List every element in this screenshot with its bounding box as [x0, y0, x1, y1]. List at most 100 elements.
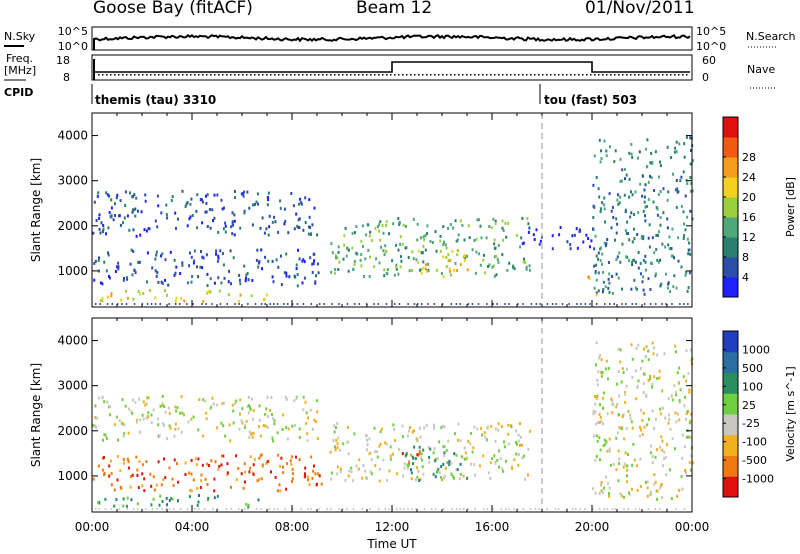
power-echo-cell [593, 264, 596, 268]
ground-echo-cell [433, 303, 436, 305]
power-echo-cell [617, 276, 620, 280]
power-echo-cell [314, 280, 317, 284]
power-echo-cell [184, 205, 187, 208]
power-echo-cell [559, 226, 562, 229]
nave-dot [610, 74, 612, 76]
power-echo-cell [674, 188, 677, 192]
velocity-echo-cell [599, 458, 601, 462]
velocity-echo-cell [470, 462, 472, 466]
velocity-echo-cell [605, 475, 608, 479]
velocity-echo-cell [183, 413, 185, 417]
ground-echo-cell [310, 508, 312, 510]
ground-echo-cell [679, 303, 681, 305]
velocity-echo-cell [428, 455, 431, 459]
ground-echo-cell [254, 303, 257, 305]
power-echo-cell [217, 254, 220, 258]
power-echo-cell [248, 206, 251, 210]
ground-echo-cell [133, 303, 136, 305]
nave-dot [298, 74, 300, 76]
power-echo-cell [579, 228, 581, 232]
power-echo-cell [221, 207, 224, 211]
velocity-echo-cell [403, 466, 406, 470]
power-echo-cell [304, 221, 307, 224]
velocity-echo-cell [247, 395, 250, 399]
power-echo-cell [650, 261, 652, 265]
velocity-echo-cell [653, 375, 656, 379]
velocity-echo-cell [320, 482, 323, 486]
velocity-echo-cell [669, 468, 671, 472]
ground-echo-cell [407, 508, 409, 510]
power-echo-cell [445, 255, 448, 259]
velocity-echo-cell [174, 422, 177, 426]
velocity-echo-cell [152, 475, 155, 479]
colorbar-label: Velocity [m s^-1] [784, 366, 797, 461]
nave-dot [574, 74, 576, 76]
velocity-echo-cell [369, 469, 372, 473]
velocity-echo-cell [607, 366, 610, 370]
velocity-echo-cell [524, 477, 526, 481]
power-echo-cell [493, 238, 496, 242]
ground-echo-cell [647, 508, 650, 510]
power-echo-cell [201, 221, 204, 225]
velocity-echo-cell [402, 474, 405, 478]
velocity-echo-cell [626, 468, 629, 472]
velocity-echo-cell [168, 424, 171, 428]
velocity-echo-cell [97, 464, 100, 468]
nave-dot [334, 74, 336, 76]
power-echo-cell [488, 263, 491, 267]
power-echo-cell [656, 258, 659, 262]
velocity-echo-cell [661, 406, 664, 410]
velocity-echo-cell [443, 476, 445, 480]
power-echo-cell [131, 208, 134, 212]
velocity-echo-cell [412, 462, 415, 466]
power-echo-cell [631, 263, 634, 266]
velocity-echo-cell [122, 434, 125, 438]
power-echo-cell [307, 232, 310, 236]
power-echo-cell [255, 258, 258, 262]
velocity-echo-cell [384, 441, 387, 445]
velocity-echo-cell [448, 463, 451, 467]
nave-dot [226, 74, 228, 76]
velocity-echo-cell [252, 431, 255, 435]
velocity-echo-cell [177, 427, 180, 431]
velocity-echo-cell [259, 434, 262, 438]
nave-dot [250, 74, 252, 76]
nave-dot [386, 74, 388, 76]
velocity-echo-cell [604, 442, 607, 446]
nave-dot [394, 74, 396, 76]
power-echo-cell [659, 190, 662, 193]
power-echo-cell [522, 260, 525, 264]
velocity-echo-cell [215, 403, 218, 407]
power-echo-cell [676, 190, 679, 194]
power-echo-cell [161, 282, 164, 286]
ground-echo-cell [522, 303, 524, 305]
power-echo-cell [298, 202, 300, 206]
velocity-echo-cell [277, 453, 280, 457]
power-echo-cell [684, 194, 687, 198]
power-echo-cell [427, 262, 430, 266]
ground-echo-cell [584, 508, 586, 510]
velocity-echo-cell [473, 425, 476, 429]
power-echo-cell [144, 199, 147, 203]
ground-echo-cell [613, 303, 615, 305]
power-echo-cell [493, 255, 496, 259]
velocity-echo-cell [485, 438, 488, 442]
velocity-echo-cell [173, 458, 176, 462]
power-echo-cell [266, 195, 269, 199]
colorbar-tick-label: -500 [742, 454, 767, 467]
power-echo-cell [268, 214, 271, 218]
velocity-echo-cell [304, 400, 307, 404]
velocity-echo-cell [176, 462, 178, 466]
power-echo-cell [658, 175, 661, 179]
nave-dot [566, 74, 568, 76]
power-echo-cell [408, 269, 411, 273]
velocity-echo-cell [339, 448, 341, 452]
velocity-echo-cell [600, 483, 602, 487]
velocity-echo-cell [333, 430, 336, 434]
x-axis-label: Time UT [366, 537, 417, 551]
velocity-echo-cell [433, 447, 436, 451]
nave-dot [494, 74, 496, 76]
power-echo-cell [423, 238, 426, 242]
velocity-echo-cell [503, 440, 505, 444]
nave-dot [506, 74, 508, 76]
